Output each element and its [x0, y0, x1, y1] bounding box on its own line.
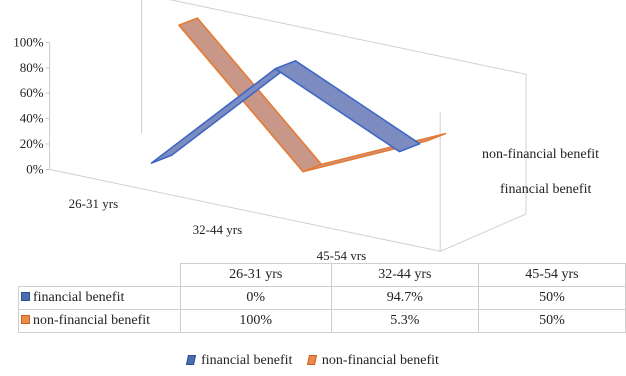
financial-benefit-legend-icon [186, 355, 196, 365]
table-header-cell: 45-54 yrs [478, 264, 625, 287]
table-cell: 100% [180, 310, 331, 333]
series-depth-label: financial benefit [500, 182, 591, 197]
table-row-header: non-financial benefit [19, 310, 181, 333]
table-header-cell: 32-44 yrs [331, 264, 478, 287]
series-label: financial benefit [33, 290, 124, 305]
table-row: financial benefit 0% 94.7% 50% [19, 287, 626, 310]
non-financial-benefit-legend-icon [307, 355, 317, 365]
table-cell: 0% [180, 287, 331, 310]
x-tick-label: 26-31 yrs [69, 196, 118, 211]
table-cell: 50% [478, 287, 625, 310]
series-1-ribbon-segment [303, 134, 445, 172]
y-tick-label: 0% [26, 161, 44, 176]
y-tick-label: 100% [13, 34, 44, 49]
financial-benefit-swatch-icon [21, 292, 30, 301]
legend-label: non-financial benefit [322, 353, 439, 368]
table-cell: 50% [478, 310, 625, 333]
y-tick-label: 80% [20, 60, 44, 75]
legend-label: financial benefit [201, 353, 292, 368]
table-row: non-financial benefit 100% 5.3% 50% [19, 310, 626, 333]
non-financial-benefit-swatch-icon [21, 315, 30, 324]
data-table: 26-31 yrs 32-44 yrs 45-54 yrs financial … [18, 263, 626, 333]
series-depth-label: non-financial benefit [482, 147, 599, 162]
table-row-header: financial benefit [19, 287, 181, 310]
legend-item: non-financial benefit [308, 353, 439, 369]
y-tick-label: 40% [20, 111, 44, 126]
data-table-header-row: 26-31 yrs 32-44 yrs 45-54 yrs [19, 264, 626, 287]
y-tick-label: 20% [20, 136, 44, 151]
table-header-cell: 26-31 yrs [180, 264, 331, 287]
table-cell: 5.3% [331, 310, 478, 333]
x-tick-label: 45-54 yrs [317, 248, 366, 260]
chart-plot: 0% 20% 40% 60% 80% 100% 26-31 yrs 32-44 yrs 45-5… [0, 0, 626, 260]
chart-legend: financial benefit non-financial benefit [0, 353, 626, 369]
legend-item: financial benefit [187, 353, 292, 369]
table-cell: 94.7% [331, 287, 478, 310]
x-tick-label: 32-44 yrs [193, 222, 242, 237]
y-tick-label: 60% [20, 85, 44, 100]
data-table-corner [19, 264, 181, 287]
series-label: non-financial benefit [33, 313, 150, 328]
